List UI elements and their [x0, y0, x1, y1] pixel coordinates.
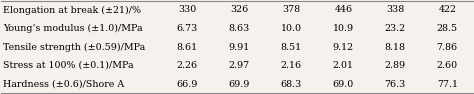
- Text: 77.1: 77.1: [437, 80, 458, 89]
- Text: 2.26: 2.26: [177, 61, 198, 70]
- Text: 330: 330: [178, 5, 197, 14]
- Text: 76.3: 76.3: [385, 80, 406, 89]
- Text: 446: 446: [334, 5, 352, 14]
- Text: 8.18: 8.18: [385, 42, 406, 52]
- Text: 68.3: 68.3: [281, 80, 302, 89]
- Text: 7.86: 7.86: [437, 42, 458, 52]
- Text: 69.9: 69.9: [228, 80, 250, 89]
- Text: 378: 378: [283, 5, 301, 14]
- Text: 9.12: 9.12: [333, 42, 354, 52]
- Text: 8.61: 8.61: [177, 42, 198, 52]
- Text: 2.89: 2.89: [385, 61, 406, 70]
- Text: 69.0: 69.0: [333, 80, 354, 89]
- Text: 10.0: 10.0: [281, 24, 302, 33]
- Text: 338: 338: [386, 5, 404, 14]
- Text: 2.16: 2.16: [281, 61, 302, 70]
- Text: 66.9: 66.9: [177, 80, 198, 89]
- Text: 2.97: 2.97: [229, 61, 250, 70]
- Text: 8.63: 8.63: [229, 24, 250, 33]
- Text: 326: 326: [230, 5, 248, 14]
- Text: 6.73: 6.73: [177, 24, 198, 33]
- Text: Stress at 100% (±0.1)/MPa: Stress at 100% (±0.1)/MPa: [3, 61, 134, 70]
- Text: 9.91: 9.91: [229, 42, 250, 52]
- Text: 8.51: 8.51: [281, 42, 302, 52]
- Text: 422: 422: [438, 5, 456, 14]
- Text: 10.9: 10.9: [333, 24, 354, 33]
- Text: Tensile strength (±0.59)/MPa: Tensile strength (±0.59)/MPa: [3, 42, 146, 52]
- Text: Elongation at break (±21)/%: Elongation at break (±21)/%: [3, 5, 141, 14]
- Text: Hardness (±0.6)/Shore A: Hardness (±0.6)/Shore A: [3, 80, 124, 89]
- Text: Young’s modulus (±1.0)/MPa: Young’s modulus (±1.0)/MPa: [3, 24, 143, 33]
- Text: 23.2: 23.2: [385, 24, 406, 33]
- Text: 28.5: 28.5: [437, 24, 458, 33]
- Text: 2.60: 2.60: [437, 61, 458, 70]
- Text: 2.01: 2.01: [333, 61, 354, 70]
